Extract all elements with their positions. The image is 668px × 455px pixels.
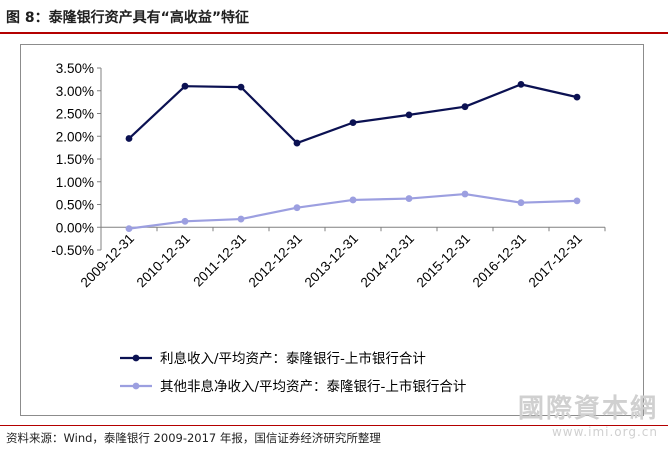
x-tick-label: 2012-12-31 [246,231,305,290]
y-tick-label: 3.00% [56,84,94,99]
y-tick-label: -0.50% [51,243,94,258]
series-1-point [405,111,413,119]
series-1-point [461,103,469,111]
series-2-point [125,225,133,233]
watermark-url: www.imi.org.cn [551,425,658,439]
legend-marker-2 [132,382,140,390]
y-tick-label: 2.50% [56,107,94,122]
source-rule [0,425,668,426]
series-2-point [293,204,301,212]
series-1-point [573,93,581,101]
x-tick-label: 2015-12-31 [414,231,473,290]
series-2-point [349,196,357,204]
watermark: 國際資本網 www.imi.org.cn [518,388,658,439]
legend-marker-1 [132,354,140,362]
series-1-point [125,135,133,142]
series-1-point [181,82,189,90]
series-2-point [405,195,413,202]
series-2-point [517,199,525,207]
figure-title-bar: 图 8：泰隆银行资产具有“高收益”特征 [0,0,668,30]
y-tick-label: 0.50% [56,198,94,213]
series-1-point [517,80,525,88]
watermark-logo-text: 國際資本網 [517,394,658,424]
title-rule [0,32,668,34]
x-tick-label: 2010-12-31 [134,231,193,290]
figure-title: 图 8：泰隆银行资产具有“高收益”特征 [6,10,250,26]
y-tick-label: 1.50% [56,152,94,167]
y-tick-label: 1.00% [56,175,94,190]
x-tick-label: 2011-12-31 [190,231,249,290]
source-note: 资料来源：Wind，泰隆银行 2009-2017 年报，国信证券经济研究所整理 [6,431,381,445]
y-tick-label: 3.50% [56,61,94,76]
chart-frame [20,44,644,416]
x-tick-label: 2017-12-31 [526,231,585,290]
series-2-point [573,197,581,205]
y-tick-label: 0.00% [56,220,94,235]
y-tick-label: 2.00% [56,129,94,144]
series-2-point [237,215,245,223]
series-1-point [349,119,357,126]
x-tick-label: 2009-12-31 [78,231,137,290]
series-1-point [293,139,301,147]
series-1-point [237,83,245,91]
x-tick-label: 2013-12-31 [302,231,361,290]
series-2-point [181,217,189,225]
x-tick-label: 2016-12-31 [470,231,529,290]
legend-label-2: 其他非息净收入/平均资产：泰隆银行-上市银行合计 [160,378,466,395]
series-1-line [128,83,578,145]
series-2-point [461,190,469,198]
x-tick-label: 2014-12-31 [358,231,417,290]
legend-label-1: 利息收入/平均资产：泰隆银行-上市银行合计 [160,350,426,367]
